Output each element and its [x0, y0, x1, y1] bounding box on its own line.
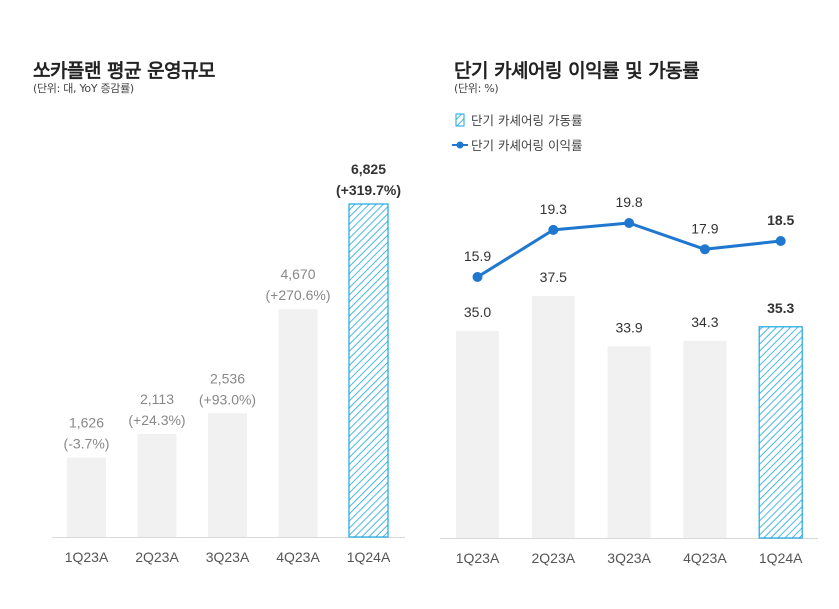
category-label: 2Q23A: [532, 550, 576, 566]
bar-1Q24A: [758, 326, 803, 539]
value-label: 6,825: [351, 161, 386, 177]
value-label: 1,626: [69, 415, 104, 431]
hatched-bar-icon: [455, 113, 465, 126]
legend-item-utilization: 단기 카셰어링 가동률: [455, 110, 582, 129]
bar-4Q23A: [683, 340, 727, 538]
line-value-label: 19.3: [540, 201, 567, 217]
bar-value-label: 35.3: [767, 300, 794, 316]
margin-point: [548, 224, 559, 235]
category-label: 2Q23A: [135, 549, 179, 565]
category-label: 3Q23A: [206, 549, 250, 565]
bar-2Q23A: [531, 296, 575, 538]
margin-point: [472, 272, 483, 282]
yoy-label: (+24.3%): [128, 412, 185, 428]
margin-point: [624, 217, 635, 228]
value-label: 2,536: [210, 370, 245, 386]
left-chart-unit: (단위: 대, YoY 증감률): [33, 82, 134, 95]
legend-item-margin: 단기 카셰어링 이익률: [452, 135, 582, 154]
left-chart: 1,626 (-3.7%) 1Q23A 2,113 (+24.3%) 2Q23A 2,536…: [52, 161, 405, 565]
bar-4Q23A: [278, 309, 318, 537]
legend-label-utilization: 단기 카셰어링 가동률: [471, 113, 583, 128]
yoy-label: (+93.0%): [199, 391, 256, 407]
bar-value-label: 35.0: [464, 304, 491, 320]
bar-value-label: 37.5: [540, 269, 567, 285]
bar-1Q23A: [67, 457, 106, 537]
left-chart-title: 쏘카플랜 평균 운영규모: [33, 60, 216, 82]
bar-3Q23A: [208, 413, 247, 537]
bar-3Q23A: [607, 346, 651, 538]
category-label: 1Q23A: [65, 549, 109, 565]
category-label: 3Q23A: [607, 550, 651, 566]
category-label: 1Q24A: [759, 550, 803, 566]
right-chart-title: 단기 카셰어링 이익률 및 가동률: [454, 60, 700, 82]
yoy-label: (-3.7%): [64, 436, 110, 452]
margin-line: [476, 221, 781, 279]
bar-value-label: 34.3: [691, 314, 718, 330]
bar-1Q23A: [456, 331, 499, 538]
line-value-label: 18.5: [767, 212, 794, 228]
value-label: 2,113: [140, 391, 174, 407]
right-chart-unit: (단위: %): [454, 82, 499, 95]
line-value-label: 19.8: [615, 194, 642, 210]
category-label: 1Q23A: [456, 550, 500, 566]
value-label: 4,670: [280, 266, 315, 282]
bar-1Q24A: [348, 203, 389, 538]
category-label: 1Q24A: [347, 549, 391, 565]
line-value-label: 15.9: [464, 248, 491, 264]
margin-point: [699, 244, 710, 255]
yoy-label: (+319.7%): [336, 182, 401, 198]
line-value-label: 17.9: [691, 220, 718, 236]
category-label: 4Q23A: [683, 550, 727, 566]
category-label: 4Q23A: [276, 549, 320, 565]
legend-label-margin: 단기 카셰어링 이익률: [471, 138, 583, 153]
right-chart: 35.0 1Q23A 37.5 2Q23A 33.9 3Q23A 34.3 4Q23A 35.3…: [440, 194, 818, 566]
bar-2Q23A: [137, 433, 177, 537]
line-marker-icon: [452, 141, 468, 148]
bar-value-label: 33.9: [615, 319, 642, 335]
margin-point: [775, 235, 786, 246]
yoy-label: (+270.6%): [266, 287, 331, 303]
